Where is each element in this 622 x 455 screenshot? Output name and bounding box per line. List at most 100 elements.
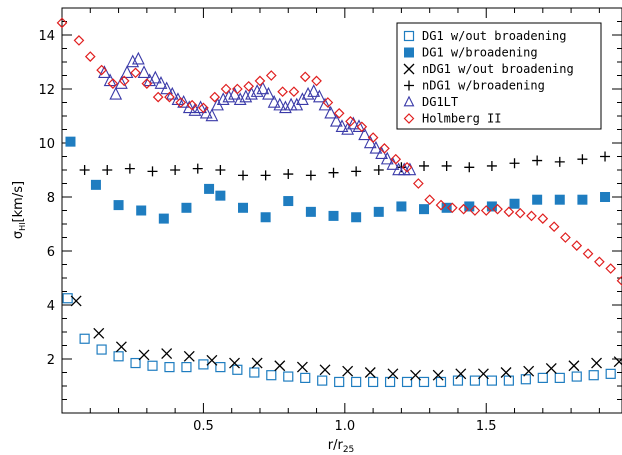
data-point [250, 84, 264, 97]
data-point [486, 160, 497, 171]
data-point [141, 78, 153, 89]
data-point [62, 293, 73, 304]
data-point [600, 151, 611, 162]
data-point [401, 376, 413, 388]
data-point [245, 86, 258, 100]
legend-marker [403, 113, 415, 124]
data-point [79, 333, 90, 344]
legend-entry: DG1 w/broadening [422, 46, 538, 60]
data-point [469, 205, 481, 216]
legend-entry: Holmberg II [422, 112, 501, 126]
data-point [311, 75, 322, 87]
data-point [93, 327, 105, 339]
data-point [56, 17, 68, 29]
data-point [96, 64, 107, 76]
data-point [446, 202, 458, 214]
data-point [126, 54, 140, 68]
data-point [136, 205, 147, 216]
data-point [464, 162, 475, 173]
data-point [373, 206, 384, 217]
data-point [613, 356, 622, 368]
data-point [124, 163, 135, 174]
data-point [305, 206, 316, 217]
y-tick-label: 4 [47, 299, 55, 314]
data-point [334, 376, 345, 388]
data-point [441, 160, 452, 171]
data-point [229, 357, 240, 369]
data-point [526, 210, 537, 222]
tick-labels: 0.5 1.0 1.5 2 4 6 8 10 12 14 [38, 29, 496, 434]
data-point [148, 70, 162, 84]
data-point [455, 368, 467, 380]
data-point [249, 367, 260, 378]
axis-labels: r/r25 σHI[km/s] [11, 181, 354, 455]
data-point [351, 376, 362, 388]
data-point [503, 206, 515, 218]
data-point [373, 165, 384, 175]
data-point [118, 75, 130, 87]
data-point [262, 86, 275, 100]
series-ndg1-w-broadening [79, 151, 611, 181]
x-axis-label-sub: 25 [343, 445, 354, 455]
data-point [560, 232, 571, 243]
data-point [164, 362, 175, 373]
data-point [238, 202, 249, 213]
legend-marker [403, 63, 415, 75]
legend: DG1 w/out broadening DG1 w/broadening nDG1… [396, 22, 602, 130]
data-point [477, 368, 489, 380]
data-point [390, 153, 402, 165]
data-point [239, 89, 253, 103]
data-point [170, 165, 181, 175]
data-point [413, 178, 424, 189]
data-point [571, 371, 582, 382]
y-axis-label: σHI[km/s] [11, 181, 27, 239]
data-point [605, 368, 616, 379]
data-point [147, 166, 158, 177]
data-point [177, 94, 191, 108]
data-point [204, 183, 215, 194]
data-point [435, 199, 447, 211]
data-point [84, 51, 96, 62]
data-point [113, 351, 124, 362]
data-point [616, 275, 622, 287]
data-point [571, 240, 583, 251]
data-point [283, 371, 294, 382]
data-point [243, 80, 255, 92]
data-point [319, 364, 331, 376]
data-point [368, 376, 379, 388]
data-point [198, 359, 209, 370]
data-point [418, 376, 430, 388]
data-point [256, 81, 270, 95]
data-point [181, 202, 192, 213]
data-point [220, 83, 232, 95]
data-point [113, 200, 124, 211]
data-point [160, 81, 174, 95]
data-point [594, 256, 605, 268]
x-tick-label: 1.0 [334, 419, 355, 434]
data-point [260, 212, 271, 223]
data-point [296, 361, 308, 373]
series-dg1-w-broadening [65, 136, 611, 224]
data-point [109, 86, 123, 100]
data-point [364, 367, 376, 378]
data-point [233, 92, 247, 106]
data-point [283, 196, 294, 207]
data-point [238, 170, 249, 181]
data-point [346, 116, 360, 130]
data-point [107, 78, 119, 89]
data-point [209, 91, 221, 103]
legend-entry: DG1 w/out broadening [422, 29, 567, 43]
data-point [192, 163, 203, 174]
data-point [161, 348, 173, 360]
data-point [115, 341, 127, 353]
data-point [322, 97, 334, 108]
data-point [554, 194, 565, 205]
data-point [492, 203, 503, 215]
data-point [379, 143, 390, 154]
data-point [154, 76, 168, 89]
series-dg1-w-out-broadening [62, 293, 616, 388]
data-point [70, 295, 82, 307]
data-point [568, 360, 580, 372]
data-point [500, 367, 512, 378]
data-point [222, 89, 236, 103]
